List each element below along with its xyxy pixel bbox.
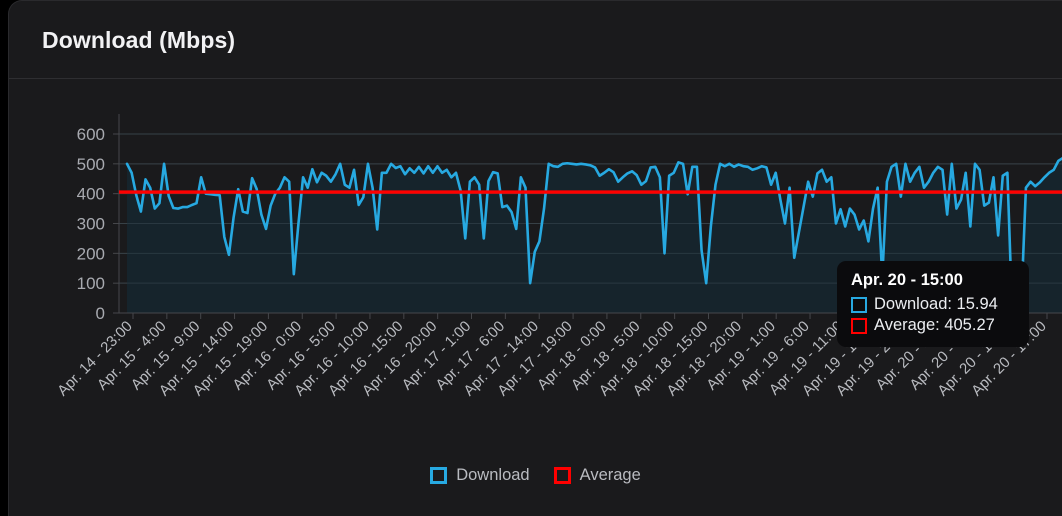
chart-card: Download (Mbps) 0 100 200 300 400 500 600 Apr. … [8,0,1062,516]
legend-item-download[interactable]: Download [430,466,530,485]
chart-tooltip: Apr. 20 - 15:00 Download: 15.94 Average:… [837,261,1029,347]
legend-item-average[interactable]: Average [553,466,641,485]
tooltip-value-download: Download: 15.94 [874,295,998,313]
card-header: Download (Mbps) [9,1,1062,79]
y-axis-tick-label: 0 [96,304,105,323]
square-outline-icon [851,296,867,313]
chart-legend: Download Average [9,466,1062,485]
y-axis-tick-label: 100 [77,274,105,293]
y-axis-tick-label: 300 [77,215,105,234]
y-axis-tick-label: 400 [77,185,105,204]
y-axis-tick-label: 600 [77,125,105,144]
square-outline-icon [851,317,867,334]
square-outline-icon [553,467,571,484]
tooltip-title: Apr. 20 - 15:00 [851,271,963,289]
page-title: Download (Mbps) [42,27,236,53]
legend-label-download: Download [456,466,530,484]
y-axis-tick-label: 500 [77,155,105,174]
tooltip-row-download: Download: 15.94 [851,295,1015,314]
chart-body: 0 100 200 300 400 500 600 Apr. 14 - 23:00 Apr. 1… [9,79,1062,516]
legend-label-average: Average [579,466,641,484]
y-axis-tick-label: 200 [77,244,105,263]
tooltip-value-average: Average: 405.27 [874,316,995,334]
tooltip-row-average: Average: 405.27 [851,316,1015,335]
download-area-fill [127,158,1062,313]
download-line[interactable] [125,156,1062,310]
square-outline-icon [430,467,448,484]
